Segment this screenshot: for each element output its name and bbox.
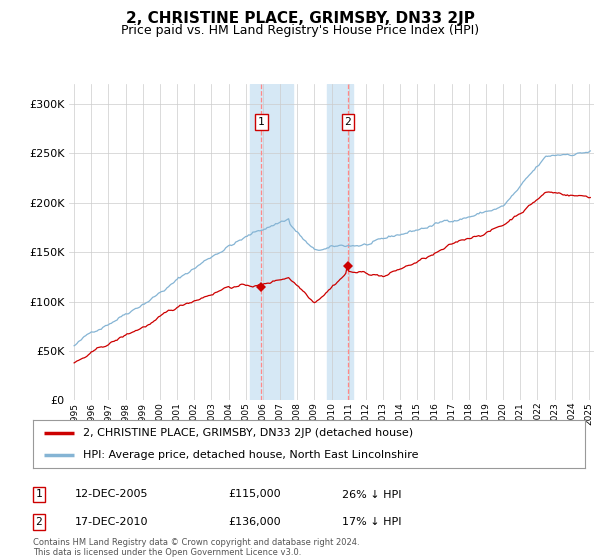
Text: Price paid vs. HM Land Registry's House Price Index (HPI): Price paid vs. HM Land Registry's House …	[121, 24, 479, 36]
Text: 1: 1	[258, 117, 265, 127]
Text: 2, CHRISTINE PLACE, GRIMSBY, DN33 2JP (detached house): 2, CHRISTINE PLACE, GRIMSBY, DN33 2JP (d…	[83, 428, 413, 438]
Text: 2: 2	[344, 117, 352, 127]
Text: £115,000: £115,000	[228, 489, 281, 500]
Bar	[327, 84, 353, 400]
Text: 1: 1	[35, 489, 43, 500]
Text: £136,000: £136,000	[228, 517, 281, 527]
Text: 2: 2	[35, 517, 43, 527]
Text: 12-DEC-2005: 12-DEC-2005	[75, 489, 149, 500]
Bar	[250, 84, 293, 400]
Text: 17-DEC-2010: 17-DEC-2010	[75, 517, 149, 527]
Text: 2, CHRISTINE PLACE, GRIMSBY, DN33 2JP: 2, CHRISTINE PLACE, GRIMSBY, DN33 2JP	[125, 11, 475, 26]
Text: 17% ↓ HPI: 17% ↓ HPI	[342, 517, 401, 527]
Text: Contains HM Land Registry data © Crown copyright and database right 2024.
This d: Contains HM Land Registry data © Crown c…	[33, 538, 359, 557]
Text: HPI: Average price, detached house, North East Lincolnshire: HPI: Average price, detached house, Nort…	[83, 450, 418, 460]
Text: 26% ↓ HPI: 26% ↓ HPI	[342, 489, 401, 500]
